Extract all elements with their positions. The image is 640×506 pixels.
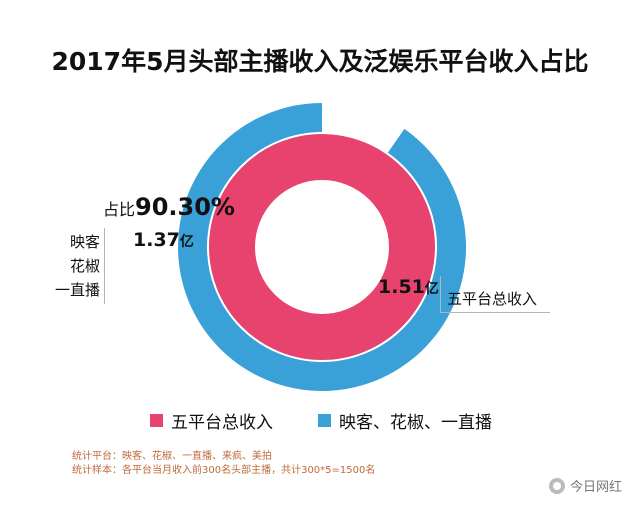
share-value: 90.30% bbox=[135, 193, 235, 221]
wechat-brand-icon bbox=[548, 477, 565, 494]
blue-category-line: 映客 bbox=[69, 233, 100, 251]
pink-label-bracket bbox=[440, 276, 441, 312]
inner-ring-segment bbox=[209, 134, 435, 360]
blue-category-label: 映客 花椒 一直播 bbox=[40, 230, 100, 302]
legend-label-pink: 五平台总收入 bbox=[171, 413, 273, 433]
blue-label-bracket bbox=[104, 228, 105, 304]
pink-value-unit: 亿 bbox=[424, 281, 439, 297]
legend-swatch-blue bbox=[318, 414, 331, 427]
pink-value-label: 1.51亿 bbox=[378, 276, 439, 298]
legend-swatch-pink bbox=[150, 414, 163, 427]
blue-value-unit: 亿 bbox=[179, 234, 194, 250]
footnotes: 统计平台：映客、花椒、一直播、来疯、美拍 统计样本：各平台当月收入前300名头部… bbox=[72, 450, 375, 478]
footnote-sample: 统计样本：各平台当月收入前300名头部主播，共计300*5=1500名 bbox=[72, 465, 376, 476]
chart-title: 2017年5月头部主播收入及泛娱乐平台收入占比 bbox=[51, 47, 589, 76]
pink-category-label: 五平台总收入 bbox=[447, 290, 538, 308]
footnote-platforms: 统计平台：映客、花椒、一直播、来疯、美拍 bbox=[72, 451, 272, 462]
legend-item-blue: 映客、花椒、一直播 bbox=[318, 408, 492, 433]
pink-value: 1.51 bbox=[378, 276, 425, 298]
legend: 五平台总收入 映客、花椒、一直播 bbox=[0, 408, 640, 434]
blue-value-label: 1.37亿 bbox=[133, 229, 194, 251]
brand-name: 今日网红 bbox=[569, 480, 622, 495]
legend-label-blue: 映客、花椒、一直播 bbox=[339, 413, 492, 433]
share-prefix: 占比 bbox=[103, 200, 136, 219]
blue-category-line: 一直播 bbox=[54, 281, 100, 299]
legend-item-pink: 五平台总收入 bbox=[150, 408, 273, 433]
blue-value: 1.37 bbox=[133, 229, 180, 251]
share-label: 占比90.30% bbox=[103, 193, 235, 221]
ring-separator bbox=[207, 132, 437, 362]
blue-category-line: 花椒 bbox=[69, 257, 100, 275]
pink-label-underline bbox=[440, 312, 550, 313]
brand-watermark: 今日网红 bbox=[548, 476, 622, 495]
